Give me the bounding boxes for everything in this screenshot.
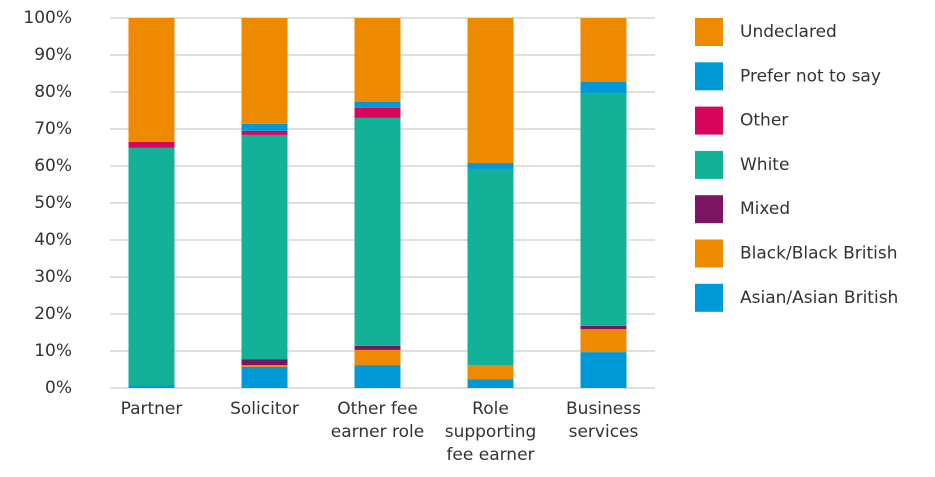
- bar-segment: [128, 147, 175, 386]
- bar-segment: [354, 18, 401, 102]
- bar-segment: [580, 352, 627, 388]
- x-tick-label: Solicitor: [230, 399, 299, 419]
- y-tick-label: 40%: [34, 230, 72, 250]
- y-tick-label: 60%: [34, 156, 72, 176]
- legend-swatch: [695, 106, 723, 135]
- legend-label: Mixed: [740, 199, 790, 219]
- y-tick-label: 0%: [45, 378, 72, 398]
- x-tick-label: Partner: [120, 399, 183, 419]
- bar-segment: [128, 385, 175, 388]
- bar-segment: [128, 141, 175, 148]
- bar-segment: [467, 163, 514, 169]
- bar-segment: [241, 18, 288, 124]
- bar-segment: [467, 168, 514, 366]
- legend-swatch: [695, 195, 723, 224]
- bar-segment: [241, 365, 288, 367]
- legend-label: Other: [740, 111, 788, 131]
- bar-segment: [128, 18, 175, 142]
- bar-segment: [354, 345, 401, 350]
- bar-segment: [241, 123, 288, 131]
- bar-segment: [354, 117, 401, 346]
- x-tick-label: Role supporting fee earner: [444, 399, 537, 465]
- bar-segment: [580, 329, 627, 353]
- legend-label: Prefer not to say: [740, 66, 881, 86]
- legend-label: Asian/Asian British: [740, 288, 898, 308]
- legend-label: White: [740, 155, 789, 175]
- bar-segment: [241, 134, 288, 360]
- y-tick-label: 100%: [23, 8, 72, 28]
- bar-segment: [467, 379, 514, 388]
- legend-swatch: [695, 283, 723, 312]
- bar-segment: [467, 18, 514, 164]
- bar-segment: [241, 359, 288, 366]
- legend-swatch: [695, 18, 723, 46]
- legend-label: Black/Black British: [740, 244, 898, 264]
- legend-label: Undeclared: [740, 22, 837, 42]
- bar-segment: [580, 325, 627, 330]
- bar-segment: [354, 349, 401, 366]
- x-tick-label: Other fee earner role: [330, 399, 425, 442]
- y-tick-label: 10%: [34, 341, 72, 361]
- y-tick-label: 50%: [34, 193, 72, 213]
- legend-swatch: [695, 239, 723, 268]
- bar-segment: [467, 365, 514, 380]
- y-tick-label: 20%: [34, 304, 72, 324]
- bar-segment: [354, 101, 401, 108]
- x-tick-label: Business services: [566, 399, 641, 442]
- legend-swatch: [695, 150, 723, 179]
- bar-segment: [354, 107, 401, 118]
- y-tick-label: 80%: [34, 82, 72, 102]
- bar-segment: [354, 365, 401, 388]
- bar-segment: [580, 18, 627, 83]
- bar-segment: [241, 130, 288, 135]
- y-tick-label: 70%: [34, 119, 72, 139]
- y-tick-label: 90%: [34, 45, 72, 65]
- bar-segment: [241, 366, 288, 388]
- y-tick-label: 30%: [34, 267, 72, 287]
- bar-segment: [580, 82, 627, 94]
- bar-segment: [580, 93, 627, 326]
- legend-swatch: [695, 62, 723, 91]
